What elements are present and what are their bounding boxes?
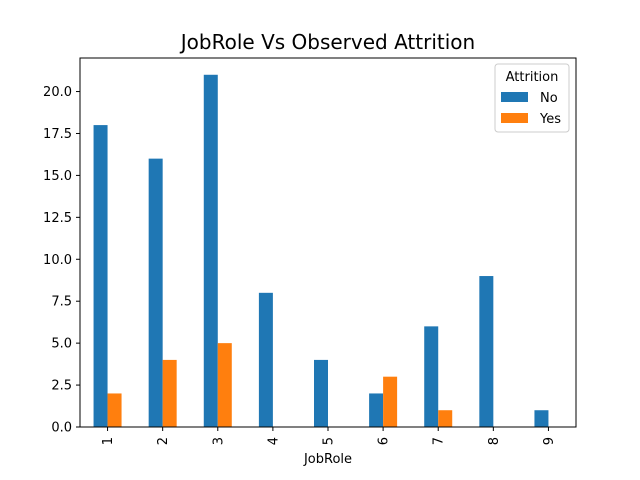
y-tick-label: 7.5 (51, 295, 72, 310)
x-tick-label: 1 (101, 437, 116, 445)
legend: Attrition No Yes (494, 63, 570, 133)
bar-yes-1 (107, 393, 122, 427)
x-tick-label: 6 (377, 437, 392, 445)
bar-no-6 (369, 393, 384, 427)
bar-no-8 (479, 276, 494, 427)
y-tick-label: 10.0 (43, 253, 72, 268)
y-tick-label: 15.0 (43, 169, 72, 184)
bar-yes-7 (438, 410, 453, 427)
x-tick-label: 5 (322, 437, 337, 445)
bar-no-9 (534, 410, 549, 427)
legend-swatch-no (501, 92, 528, 102)
legend-label-yes: Yes (539, 112, 561, 127)
x-axis-title: JobRole (303, 452, 352, 467)
y-tick-label: 12.5 (43, 211, 72, 226)
y-tick-label: 5.0 (51, 337, 72, 352)
bar-no-4 (258, 292, 273, 427)
y-tick-label: 2.5 (51, 379, 72, 394)
x-tick-label: 4 (266, 437, 281, 445)
x-tick-label: 7 (432, 437, 447, 445)
bar-yes-3 (217, 343, 232, 427)
y-tick-label: 0.0 (51, 421, 72, 436)
x-tick-label: 3 (211, 437, 226, 445)
x-tick-label: 2 (156, 437, 171, 445)
y-tick-label: 17.5 (43, 127, 72, 142)
legend-label-no: No (540, 91, 558, 106)
bar-no-7 (424, 326, 439, 427)
chart-title: JobRole Vs Observed Attrition (179, 30, 475, 54)
bar-no-5 (314, 359, 328, 427)
x-tick-label: 8 (487, 437, 502, 445)
legend-swatch-yes (501, 113, 528, 123)
bar-no-3 (203, 74, 218, 427)
bar-yes-6 (383, 376, 398, 427)
bar-yes-2 (162, 359, 177, 427)
bar-no-1 (93, 125, 108, 427)
bar-no-2 (148, 158, 163, 428)
x-tick-label: 9 (542, 437, 557, 445)
y-tick-label: 20.0 (43, 85, 72, 100)
legend-title: Attrition (506, 70, 559, 85)
plot-area: 0.0 2.5 5.0 7.5 10.0 12.5 15.0 17.5 20.0 1 2 3 4 5 6 7 8… (43, 57, 577, 445)
